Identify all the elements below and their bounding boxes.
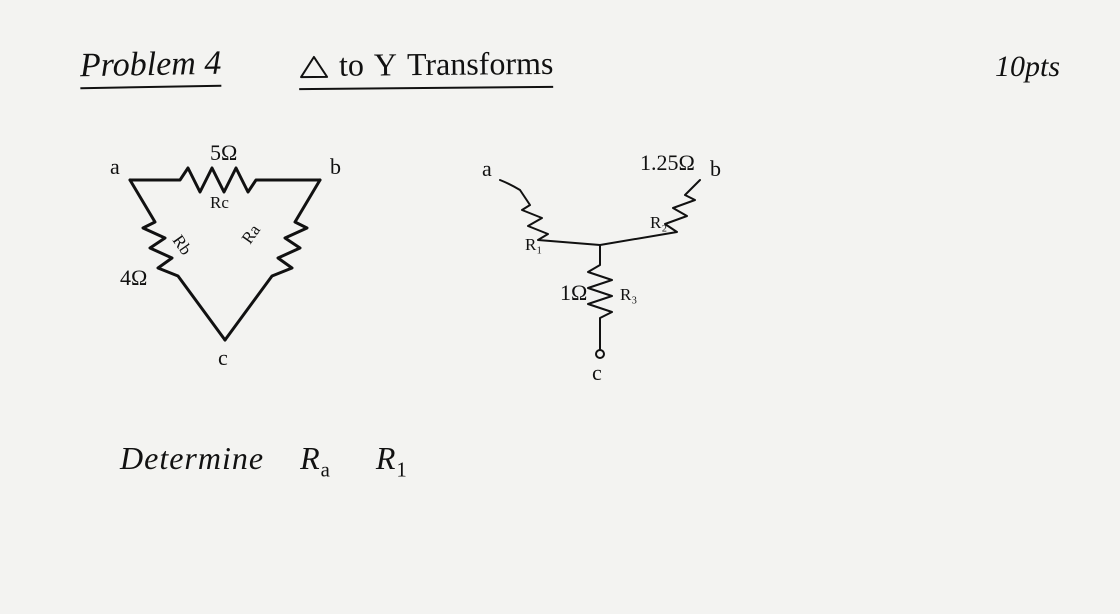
- points-label: 10pts: [995, 50, 1060, 84]
- delta-node-a: a: [110, 154, 120, 179]
- delta-node-b: b: [330, 154, 341, 179]
- resistor-ra: [225, 180, 320, 340]
- r3-value: 1Ω: [560, 280, 587, 305]
- delta-network: 5Ω Rc Rb 4Ω Ra a b c: [110, 140, 341, 370]
- ra-label: Ra: [238, 221, 265, 248]
- node-c-terminal: [596, 350, 604, 358]
- r1-label: R₁: [525, 235, 542, 254]
- r2-value: 1.25Ω: [640, 150, 695, 175]
- wye-node-b: b: [710, 156, 721, 181]
- r2-label: R₂: [650, 213, 667, 232]
- question-prefix: Determine: [120, 440, 264, 476]
- resistor-r1: [500, 180, 600, 245]
- resistor-r3: [588, 245, 612, 350]
- rb-value: 4Ω: [120, 265, 147, 290]
- title-row: Problem 4 to Y Transforms 10pts: [80, 46, 1060, 106]
- page: { "header": { "problem_label": "Problem …: [0, 0, 1120, 614]
- problem-label: Problem 4: [80, 45, 222, 89]
- delta-icon: [299, 54, 329, 80]
- wye-network: R₁ 1.25Ω R₂ 1Ω R₃ a b c: [482, 150, 721, 385]
- resistor-rc: [130, 168, 320, 192]
- question-text: Determine Ra R1: [120, 440, 408, 482]
- wye-node-a: a: [482, 156, 492, 181]
- page-title: to Y Transforms: [299, 45, 554, 90]
- rc-label: Rc: [210, 193, 229, 212]
- r3-label: R₃: [620, 285, 637, 304]
- question-term1: Ra: [300, 440, 331, 476]
- delta-node-c: c: [218, 345, 228, 370]
- rb-label: Rb: [169, 231, 196, 258]
- title-word: Transforms: [407, 45, 554, 83]
- title-y: Y: [374, 46, 397, 83]
- wye-node-c: c: [592, 360, 602, 385]
- title-to: to: [339, 47, 364, 84]
- rc-value: 5Ω: [210, 140, 237, 165]
- question-term2: R1: [376, 440, 408, 476]
- diagram-area: 5Ω Rc Rb 4Ω Ra a b c R₁: [110, 150, 950, 410]
